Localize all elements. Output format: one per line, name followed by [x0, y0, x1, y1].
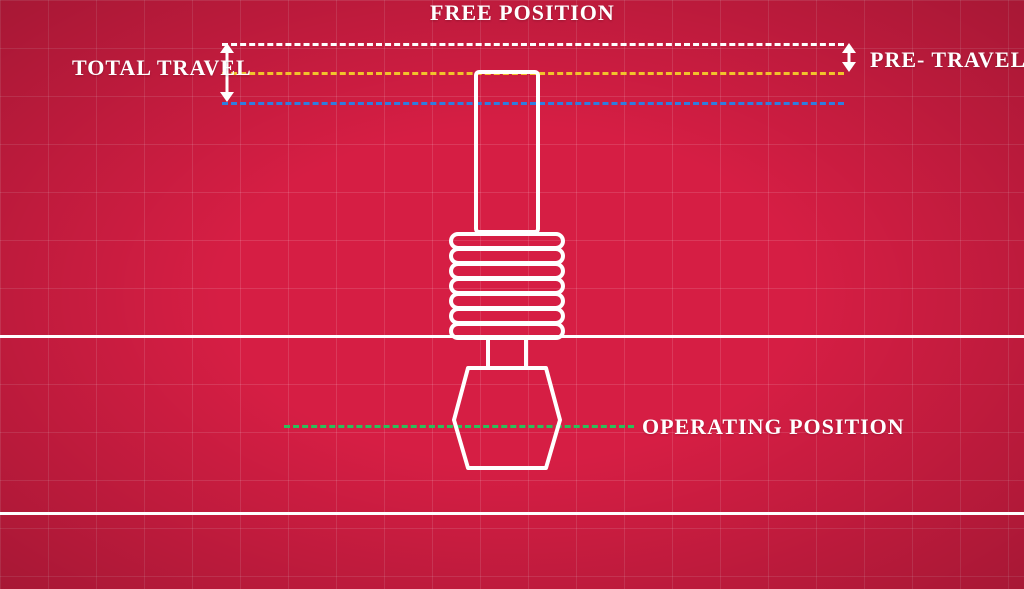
diagram-layer: FREE POSITION TOTAL TRAVEL PRE- TRAVEL O… — [0, 0, 1024, 589]
switch-schematic — [0, 0, 1024, 589]
